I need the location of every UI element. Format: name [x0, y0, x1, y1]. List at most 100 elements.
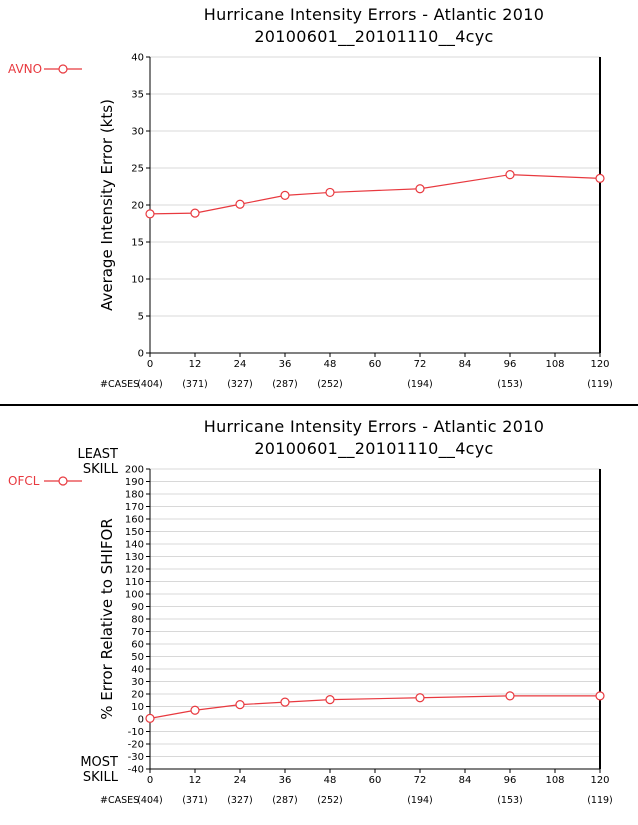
- y-tick-label: 5: [138, 312, 144, 323]
- y-tick-label: 120: [125, 565, 144, 576]
- data-point: [595, 691, 605, 701]
- data-point: [415, 693, 425, 703]
- y-tick-label: 0: [138, 349, 144, 360]
- y-tick-label: -40: [128, 765, 144, 776]
- data-point: [190, 208, 200, 218]
- y-tick-label: 0: [138, 715, 144, 726]
- y-tick-label: 90: [131, 602, 144, 613]
- x-tick-label: 48: [324, 359, 337, 370]
- case-count: (252): [317, 795, 343, 806]
- most-skill-label-line1: MOST: [80, 755, 118, 770]
- data-point: [325, 187, 335, 198]
- least-skill-label-line1: LEAST: [77, 447, 118, 462]
- axes: [146, 468, 601, 773]
- data-point: [505, 691, 515, 701]
- x-tick-label: 24: [234, 359, 247, 370]
- legend: OFCL: [8, 474, 82, 488]
- chart-title: Hurricane Intensity Errors - Atlantic 20…: [204, 5, 544, 24]
- case-count: (252): [317, 379, 343, 390]
- x-tick-label: 60: [369, 775, 382, 786]
- case-count: (371): [182, 379, 208, 390]
- case-count: (119): [587, 379, 613, 390]
- series: [145, 691, 605, 723]
- data-point: [145, 713, 155, 723]
- y-tick-label: 15: [131, 238, 144, 249]
- x-tick-label: 12: [189, 775, 202, 786]
- y-tick-label: 150: [125, 527, 144, 538]
- x-tick-label: 96: [504, 359, 517, 370]
- x-tick-label: 36: [279, 775, 292, 786]
- x-tick-label: 120: [590, 775, 609, 786]
- y-tick-label: 30: [131, 677, 144, 688]
- x-tick-label: 72: [414, 775, 427, 786]
- x-tick-label: 48: [324, 775, 337, 786]
- x-tick-label: 120: [590, 359, 609, 370]
- y-tick-label: 30: [131, 127, 144, 138]
- y-axis-label: % Error Relative to SHIFOR: [98, 518, 116, 720]
- x-tick-label: 72: [414, 359, 427, 370]
- chart-subtitle: 20100601__20101110__4cyc: [254, 27, 493, 47]
- y-tick-label: 25: [131, 164, 144, 175]
- case-counts: #CASES(404) (371) (327) (287) (252) (194) (153…: [100, 795, 613, 806]
- data-point: [595, 173, 605, 183]
- data-point: [280, 190, 290, 200]
- tick-labels: -40-30-20-100102030405060708090100110120…: [125, 465, 610, 787]
- data-point: [235, 700, 245, 710]
- data-point: [145, 209, 155, 219]
- x-tick-label: 36: [279, 359, 292, 370]
- y-tick-label: 20: [131, 201, 144, 212]
- series-line: [149, 174, 601, 215]
- series: [145, 170, 605, 219]
- case-count: (287): [272, 379, 298, 390]
- case-count: (404): [137, 795, 163, 806]
- cases-label: #CASES: [100, 795, 139, 806]
- x-tick-label: 0: [147, 359, 153, 370]
- most-skill-label-line2: SKILL: [83, 770, 119, 785]
- y-tick-label: 70: [131, 627, 144, 638]
- x-tick-label: 0: [147, 775, 153, 786]
- case-count: (327): [227, 379, 253, 390]
- y-tick-label: 20: [131, 690, 144, 701]
- y-tick-label: 200: [125, 465, 144, 476]
- x-tick-label: 60: [369, 359, 382, 370]
- chart-subtitle: 20100601__20101110__4cyc: [254, 439, 493, 459]
- tick-labels: 0 5 10 15 20 25 30 35 40 0 12 24 36 48 60 72 84 96 108 120: [131, 53, 609, 371]
- x-tick-label: 24: [234, 775, 247, 786]
- y-tick-label: 50: [131, 652, 144, 663]
- case-count: (327): [227, 795, 253, 806]
- case-count: (153): [497, 795, 523, 806]
- least-skill-label-line2: SKILL: [83, 462, 119, 477]
- case-count: (153): [497, 379, 523, 390]
- data-point: [190, 705, 200, 715]
- grid-lines: [150, 468, 600, 757]
- legend-marker: [58, 64, 68, 74]
- y-tick-label: 35: [131, 90, 144, 101]
- case-count: (404): [137, 379, 163, 390]
- x-tick-label: 84: [459, 359, 472, 370]
- case-count: (287): [272, 795, 298, 806]
- case-counts: #CASES(404) (371) (327) (287) (252) (194) (153…: [100, 379, 613, 390]
- y-tick-label: 190: [125, 477, 144, 488]
- legend-label: AVNO: [8, 62, 42, 76]
- y-tick-label: 10: [131, 702, 144, 713]
- case-count: (371): [182, 795, 208, 806]
- data-point: [415, 184, 425, 194]
- relative-error-chart: Hurricane Intensity Errors - Atlantic 20…: [8, 417, 613, 806]
- legend-label: OFCL: [8, 474, 40, 488]
- y-tick-label: 10: [131, 275, 144, 286]
- data-point: [505, 170, 515, 180]
- y-tick-label: 100: [125, 590, 144, 601]
- y-tick-label: 170: [125, 502, 144, 513]
- x-tick-label: 84: [459, 775, 472, 786]
- data-point: [235, 199, 245, 209]
- y-tick-label: 110: [125, 577, 144, 588]
- case-count: (194): [407, 379, 433, 390]
- y-tick-label: -20: [128, 740, 144, 751]
- y-tick-label: 180: [125, 490, 144, 501]
- intensity-error-chart: Hurricane Intensity Errors - Atlantic 20…: [8, 5, 613, 390]
- grid-lines: [150, 56, 600, 317]
- series-line: [149, 695, 600, 719]
- x-tick-label: 96: [504, 775, 517, 786]
- y-tick-label: -30: [128, 752, 144, 763]
